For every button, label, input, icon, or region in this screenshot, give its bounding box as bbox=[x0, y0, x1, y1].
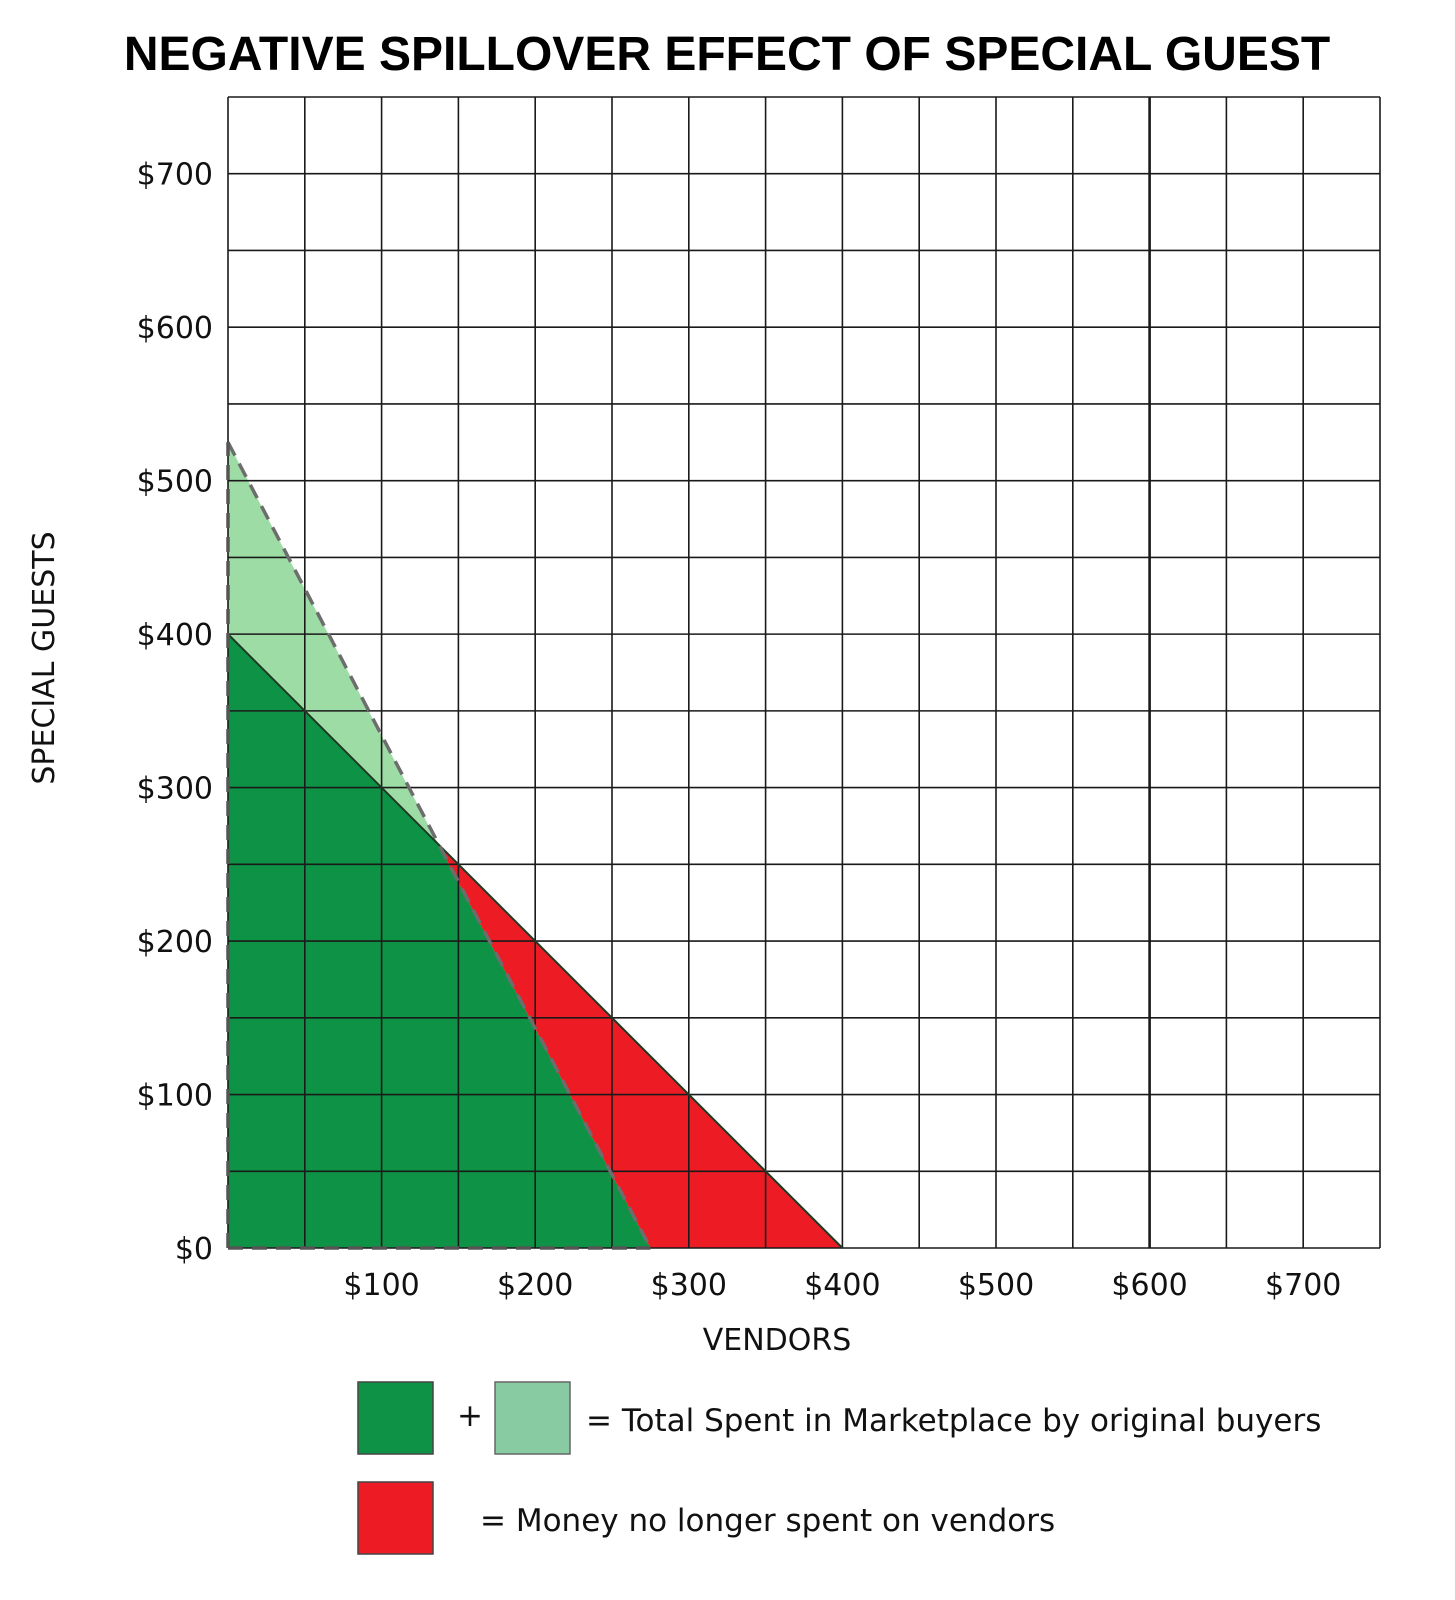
legend-swatch-red bbox=[357, 1481, 434, 1555]
tick-labels: $100 $200 $300 $400 $500 $600 $700 $0 $100 $200 $3… bbox=[137, 158, 1342, 1303]
chart-title: NEGATIVE SPILLOVER EFFECT OF SPECIAL GUE… bbox=[124, 28, 1330, 81]
x-tick-label: $400 bbox=[804, 1268, 880, 1303]
new-budget-line bbox=[226, 441, 652, 1249]
y-tick-label: $400 bbox=[137, 618, 213, 653]
legend-item-money-lost: = Money no longer spent on vendors bbox=[480, 1503, 1055, 1539]
y-tick-label: $700 bbox=[137, 158, 213, 193]
y-tick-label: $600 bbox=[137, 311, 213, 346]
y-tick-label: $300 bbox=[137, 772, 213, 807]
y-tick-label: $200 bbox=[137, 925, 213, 960]
grid bbox=[227, 96, 1381, 1249]
legend-swatch-light-green bbox=[494, 1381, 571, 1455]
x-tick-label: $500 bbox=[958, 1268, 1034, 1303]
legend-plus: + bbox=[457, 1398, 483, 1434]
y-tick-label: $500 bbox=[137, 465, 213, 500]
legend: + = Total Spent in Marketplace by origin… bbox=[357, 1381, 1321, 1555]
x-tick-label: $700 bbox=[1265, 1268, 1341, 1303]
x-tick-label: $100 bbox=[343, 1268, 419, 1303]
legend-swatch-dark-green bbox=[357, 1381, 434, 1455]
legend-item-total-spent: = Total Spent in Marketplace by original… bbox=[586, 1403, 1321, 1439]
y-tick-label: $100 bbox=[137, 1079, 213, 1114]
budget-lines bbox=[226, 441, 844, 1250]
x-tick-label: $300 bbox=[651, 1268, 727, 1303]
x-tick-label: $600 bbox=[1111, 1268, 1187, 1303]
x-axis-label: VENDORS bbox=[703, 1323, 852, 1358]
y-axis-label: SPECIAL GUESTS bbox=[27, 531, 62, 784]
original-budget-line bbox=[227, 633, 844, 1249]
x-tick-label: $200 bbox=[497, 1268, 573, 1303]
y-tick-label: $0 bbox=[175, 1232, 213, 1267]
